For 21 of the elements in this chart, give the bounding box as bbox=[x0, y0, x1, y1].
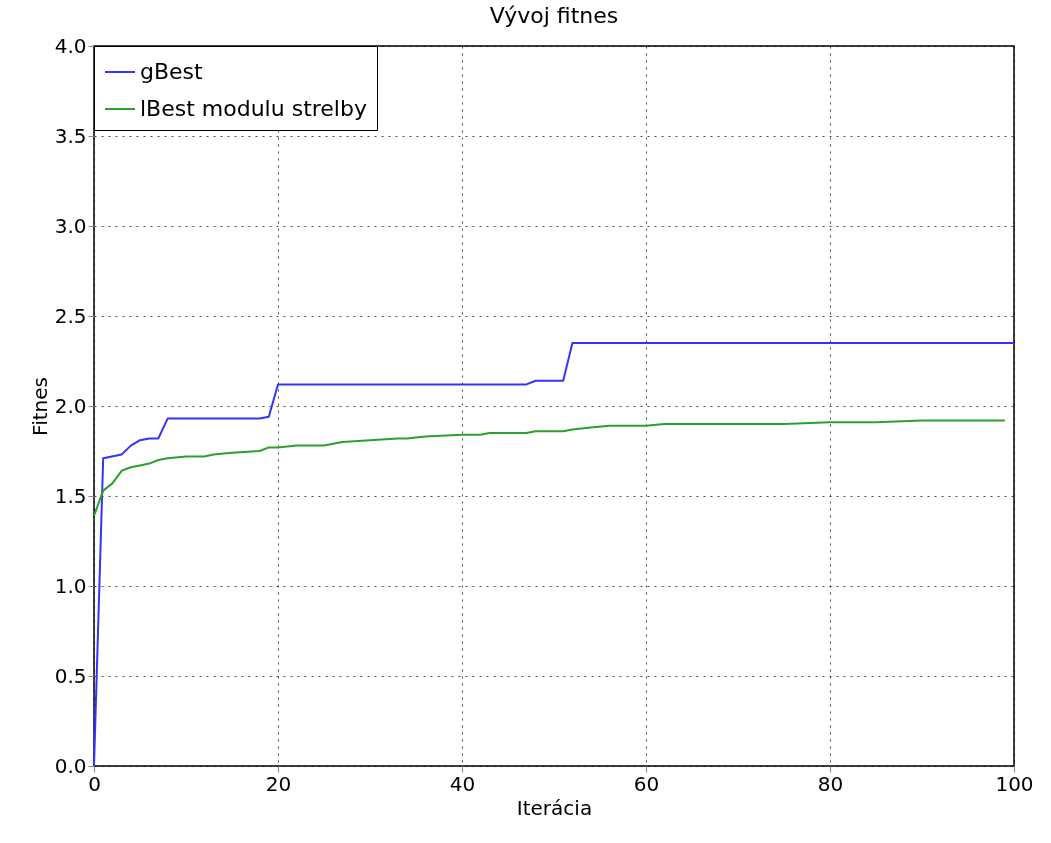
x-tick-label: 80 bbox=[817, 771, 844, 796]
x-tick-label: 60 bbox=[633, 771, 660, 796]
y-tick-label: 4.0 bbox=[54, 33, 87, 58]
y-tick-label: 0.0 bbox=[54, 753, 87, 778]
line-series bbox=[93, 419, 1006, 517]
y-tick-label: 1.5 bbox=[54, 483, 87, 508]
legend-label: gBest bbox=[140, 59, 204, 84]
chart-title: Vývoj fitnes bbox=[489, 3, 619, 28]
y-tick-label: 2.0 bbox=[54, 393, 87, 418]
y-tick-label: 0.5 bbox=[54, 663, 87, 688]
x-tick-label: 100 bbox=[995, 771, 1034, 796]
x-tick-label: 20 bbox=[265, 771, 292, 796]
y-tick-label: 2.5 bbox=[54, 303, 87, 328]
y-axis-title: Fitnes bbox=[27, 377, 52, 436]
y-tick-label: 3.0 bbox=[54, 213, 87, 238]
legend-label: lBest modulu strelby bbox=[140, 96, 367, 121]
x-axis-title: Iterácia bbox=[516, 795, 593, 820]
y-tick-label: 3.5 bbox=[54, 123, 87, 148]
x-tick-label: 40 bbox=[449, 771, 476, 796]
y-tick-label: 1.0 bbox=[54, 573, 87, 598]
x-tick-label: 0 bbox=[88, 771, 101, 796]
